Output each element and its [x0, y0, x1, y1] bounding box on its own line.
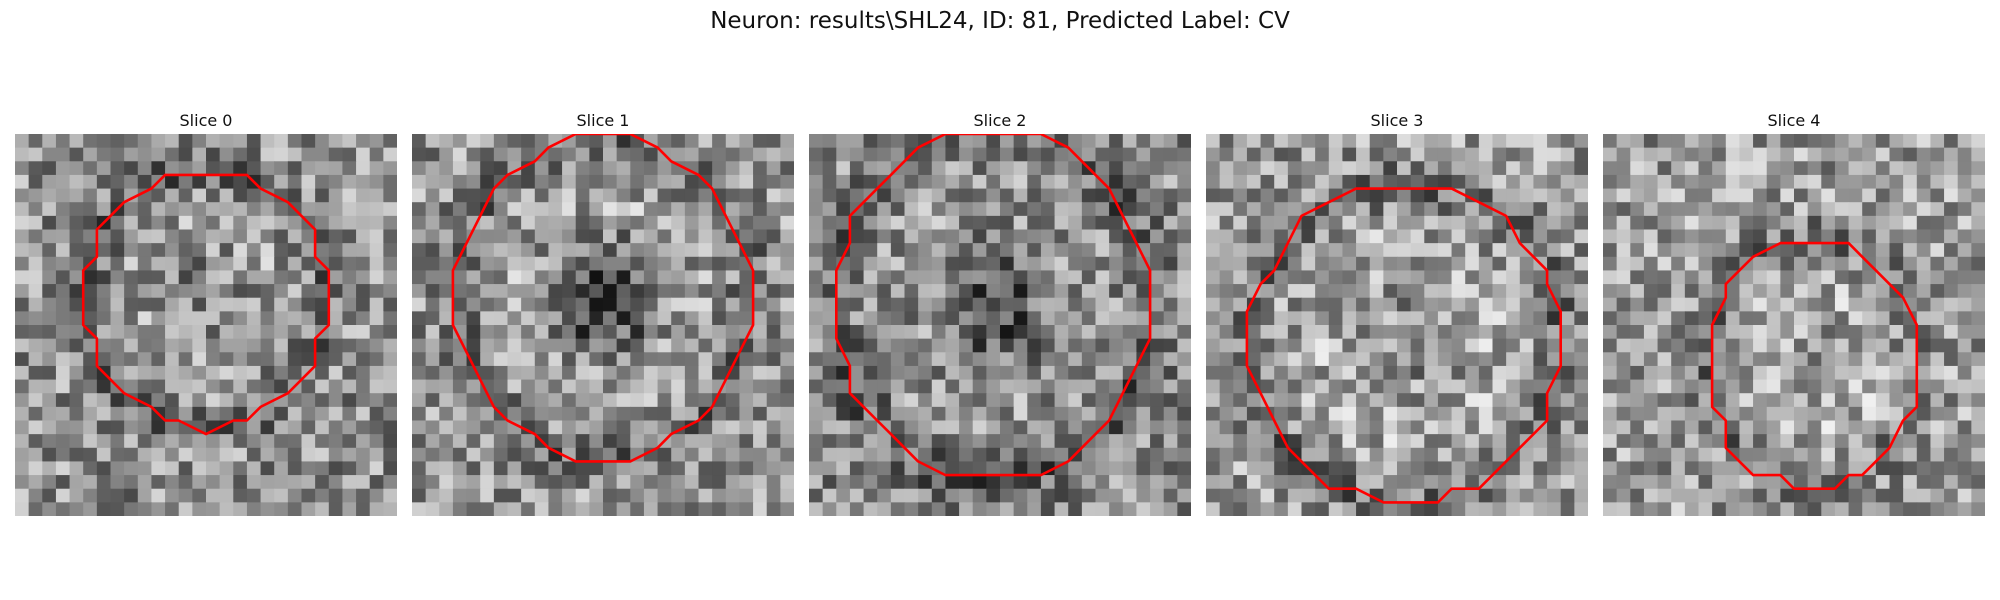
- slice-panel-2: Slice 2: [809, 110, 1191, 516]
- slice-image: [15, 134, 397, 516]
- slice-title: Slice 2: [973, 111, 1027, 130]
- slice-title: Slice 1: [576, 111, 630, 130]
- slice-title: Slice 3: [1370, 111, 1424, 130]
- slice-image: [809, 134, 1191, 516]
- slice-image: [412, 134, 794, 516]
- cell-contour: [81, 173, 331, 436]
- cell-contour: [451, 134, 755, 463]
- slice-panel-0: Slice 0: [15, 110, 397, 516]
- slice-panel-3: Slice 3: [1206, 110, 1588, 516]
- figure-title: Neuron: results\SHL24, ID: 81, Predicted…: [710, 8, 1290, 34]
- slice-title: Slice 4: [1767, 111, 1821, 130]
- slice-image: [1603, 134, 1985, 516]
- cell-contour: [1245, 187, 1563, 504]
- cell-contour: [834, 134, 1152, 477]
- cell-contour: [1710, 241, 1919, 491]
- slice-panel-1: Slice 1: [412, 110, 794, 516]
- slice-panel-4: Slice 4: [1603, 110, 1985, 516]
- slice-image: [1206, 134, 1588, 516]
- slice-title: Slice 0: [179, 111, 233, 130]
